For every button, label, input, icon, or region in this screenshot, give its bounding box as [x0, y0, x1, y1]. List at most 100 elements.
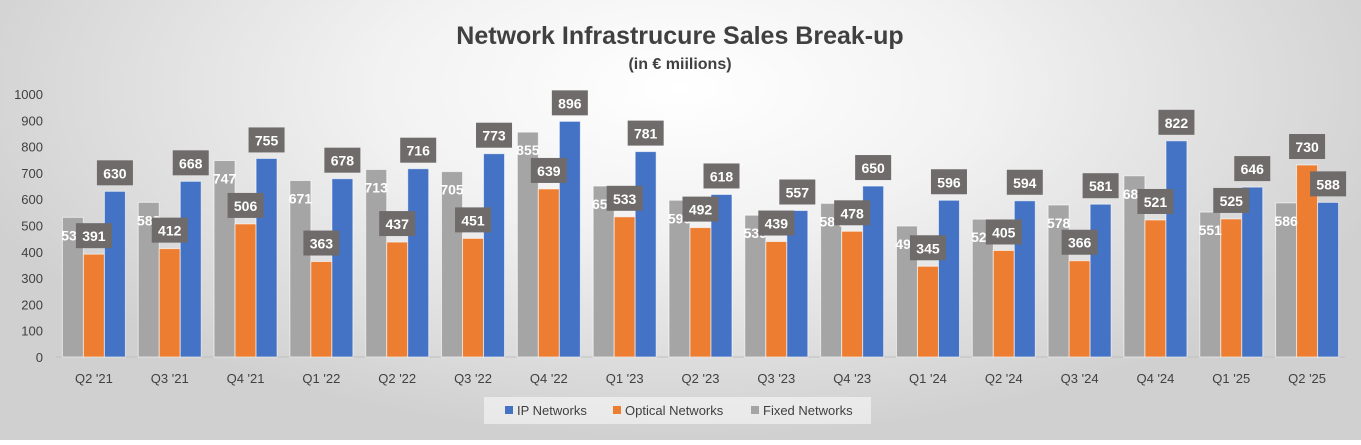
bar: [255, 157, 278, 358]
x-tick-label: Q2 '25: [1288, 371, 1326, 386]
data-label-box: [1158, 109, 1195, 135]
data-label-box: [627, 120, 664, 146]
bar: [158, 248, 181, 358]
data-label-box: [985, 219, 1022, 245]
bar: [537, 188, 560, 358]
data-label-box: [834, 200, 871, 226]
data-label-box: [75, 223, 112, 249]
legend-swatch: [505, 406, 513, 414]
data-label-box: [1213, 187, 1250, 213]
bar: [289, 180, 312, 358]
data-label: 705: [440, 182, 464, 198]
bar: [310, 261, 333, 358]
data-label-box: [1082, 173, 1119, 199]
data-label-box: [1289, 134, 1326, 160]
data-label: 594: [1013, 175, 1037, 191]
data-label-box: [1310, 171, 1347, 197]
data-label: 678: [331, 153, 355, 169]
data-label: 521: [1144, 194, 1168, 210]
data-label-box: [324, 147, 361, 173]
data-label-box: [682, 196, 719, 222]
data-label-box: [476, 122, 513, 148]
bar: [365, 168, 388, 358]
data-label: 525: [1220, 193, 1244, 209]
legend-label: Optical Networks: [625, 403, 724, 418]
data-label: 650: [861, 160, 885, 176]
bar: [1220, 218, 1243, 358]
bar: [1165, 140, 1188, 358]
legend-swatch: [751, 406, 759, 414]
data-label-box: [303, 230, 340, 256]
data-label: 345: [916, 240, 940, 256]
data-label: 646: [1241, 161, 1265, 177]
data-label: 557: [786, 185, 810, 201]
chart-subtitle: (in € miilions): [628, 56, 731, 73]
bar: [786, 210, 809, 358]
data-label-box: [248, 127, 285, 153]
data-label-box: [455, 207, 492, 233]
data-label: 581: [1089, 178, 1113, 194]
data-label: 363: [310, 236, 334, 252]
data-label: 671: [289, 191, 313, 207]
data-label: 586: [1274, 213, 1298, 229]
y-tick-label: 700: [21, 166, 43, 181]
bar: [841, 230, 864, 358]
data-label: 630: [103, 165, 127, 181]
data-label: 668: [179, 155, 203, 171]
data-label: 405: [992, 224, 1016, 240]
bar: [634, 151, 657, 358]
data-label: 478: [840, 205, 864, 221]
bar: [613, 216, 636, 358]
data-label-box: [227, 192, 264, 218]
data-label: 855: [516, 142, 540, 158]
bar: [234, 223, 257, 358]
data-label: 551: [1199, 222, 1223, 238]
data-label-box: [172, 150, 209, 176]
bar: [386, 241, 409, 358]
bar: [82, 253, 105, 358]
bar: [103, 190, 126, 358]
data-label: 412: [158, 223, 182, 239]
data-label: 716: [407, 143, 431, 159]
x-tick-label: Q4 '21: [227, 371, 265, 386]
x-tick-label: Q3 '21: [151, 371, 189, 386]
data-label-box: [779, 179, 816, 205]
bar: [765, 241, 788, 358]
bar: [937, 199, 960, 358]
y-tick-label: 500: [21, 219, 43, 234]
x-tick-label: Q2 '23: [682, 371, 720, 386]
data-label: 822: [1165, 115, 1189, 131]
data-label-box: [530, 157, 567, 183]
data-label: 773: [482, 128, 506, 144]
data-label: 781: [634, 126, 658, 142]
data-label-box: [606, 185, 643, 211]
chart-title: Network Infrastrucure Sales Break-up: [456, 22, 903, 50]
data-label-box: [551, 90, 588, 116]
y-tick-label: 0: [36, 350, 43, 365]
bar: [213, 160, 236, 358]
bar: [862, 185, 885, 358]
data-label: 596: [937, 174, 961, 190]
bar: [1068, 260, 1091, 358]
data-label-box: [855, 155, 892, 181]
data-label-box: [151, 217, 188, 243]
y-tick-label: 800: [21, 140, 43, 155]
data-label: 391: [82, 228, 106, 244]
data-label: 451: [461, 212, 485, 228]
x-tick-label: Q2 '22: [378, 371, 416, 386]
bar: [1089, 203, 1112, 358]
bar: [992, 249, 1015, 358]
bar: [441, 171, 464, 358]
y-tick-label: 1000: [14, 87, 43, 102]
data-label-box: [758, 210, 795, 236]
data-label-box: [1234, 156, 1271, 182]
bar: [558, 120, 581, 358]
y-tick-label: 600: [21, 192, 43, 207]
bar: [483, 153, 506, 358]
data-label: 747: [213, 171, 237, 187]
legend-box: [484, 397, 871, 424]
data-label-box: [930, 169, 967, 195]
data-label-box: [909, 235, 946, 261]
data-label-box: [1006, 169, 1043, 195]
